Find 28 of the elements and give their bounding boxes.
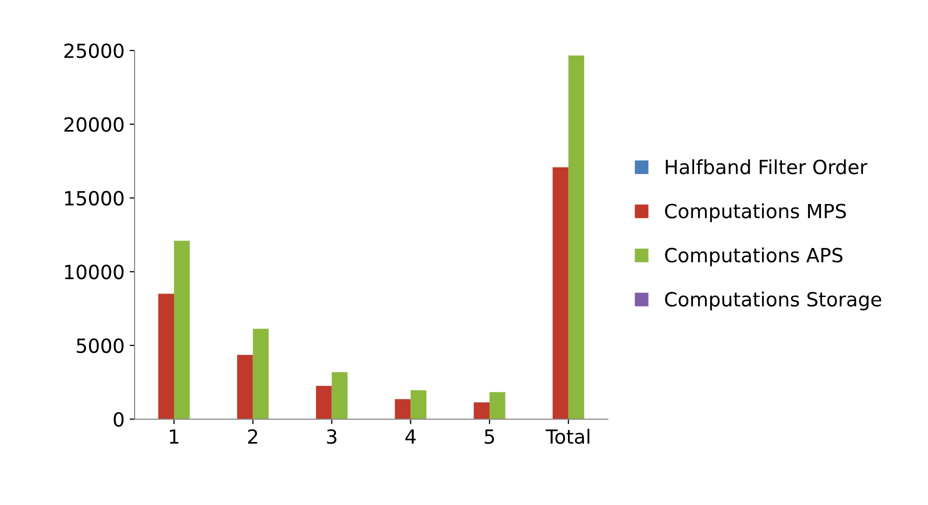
- bar: [410, 390, 426, 420]
- bar: [174, 240, 190, 420]
- y-tick-label: 20000: [64, 117, 124, 132]
- legend-label: Computations Storage: [665, 292, 882, 310]
- bar: [158, 294, 174, 420]
- bar: [332, 372, 348, 420]
- x-tick-label: 5: [484, 429, 494, 444]
- bar: [490, 392, 506, 420]
- y-tick-label: 5000: [76, 338, 124, 354]
- y-tick-label: 25000: [64, 43, 124, 58]
- y-tick-label: 15000: [65, 190, 124, 206]
- bar: [316, 386, 332, 420]
- bar: [552, 167, 568, 420]
- bar: [394, 399, 411, 420]
- x-tick-label: 2: [248, 429, 258, 444]
- x-tick-label: 1: [170, 429, 178, 444]
- y-tick-label: 0: [114, 412, 124, 427]
- bar: [568, 56, 584, 420]
- bar: [252, 328, 269, 420]
- x-tick-label: 3: [327, 429, 336, 444]
- bar: [474, 402, 490, 420]
- legend-label: Computations MPS: [665, 203, 846, 222]
- y-tick-label: 10000: [65, 264, 124, 280]
- bar: [237, 354, 253, 420]
- legend-label: Halfband Filter Order: [666, 159, 868, 174]
- legend-label: Computations APS: [665, 247, 842, 266]
- x-tick-label: Total: [546, 428, 590, 444]
- x-tick-label: 4: [405, 429, 416, 444]
